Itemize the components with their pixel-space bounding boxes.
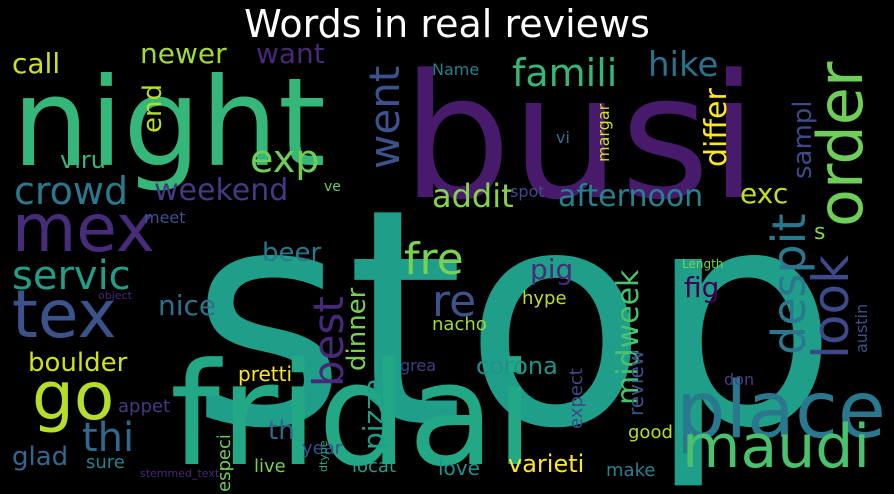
word-go: go	[32, 358, 115, 435]
word-want: want	[256, 37, 325, 70]
word-viru: viru	[60, 146, 106, 174]
word-year: year	[302, 438, 343, 459]
word-good: good	[628, 422, 673, 443]
word-ve: ve	[324, 179, 341, 195]
word-busi: busi	[402, 37, 758, 238]
word-tex: tex	[12, 276, 117, 353]
word-servic: servic	[12, 253, 131, 299]
word-differ: differ	[699, 88, 734, 167]
word-austin: austin	[852, 303, 871, 353]
word-addit: addit	[432, 177, 514, 215]
word-fig: fig	[684, 271, 720, 304]
word-weekend: weekend	[154, 173, 289, 208]
word-hike: hike	[648, 45, 719, 85]
word-exc: exc	[740, 177, 789, 210]
word-afternoon: afternoon	[558, 179, 704, 214]
word-th: th	[268, 416, 295, 446]
word-sampl: sampl	[788, 100, 818, 179]
word-margar: margar	[594, 103, 613, 162]
word-night: night	[12, 52, 326, 194]
word-boulder: boulder	[28, 348, 128, 378]
word-maudi: maudi	[682, 412, 870, 482]
word-live: live	[254, 456, 286, 477]
word-mex: mex	[12, 190, 155, 267]
word-glad: glad	[12, 442, 69, 472]
word-newer: newer	[140, 37, 227, 70]
word-went: went	[360, 65, 409, 169]
word-re: re	[432, 276, 477, 327]
word-pizza: pizza	[357, 377, 390, 450]
word-varieti: varieti	[508, 450, 585, 478]
word-stemmed-text: stemmed_text	[140, 467, 220, 480]
word-crowd: crowd	[14, 169, 129, 213]
word-call: call	[12, 47, 61, 80]
word-spot: spot	[510, 182, 545, 201]
cloud-title: Words in real reviews	[244, 2, 650, 46]
word-grea: grea	[400, 356, 437, 375]
word-end: end	[138, 84, 168, 133]
word-exp: exp	[250, 137, 320, 181]
word-review: review	[624, 349, 648, 416]
word-stop: stop	[190, 145, 838, 494]
word-beer: beer	[262, 238, 322, 268]
word-dinner: dinner	[342, 287, 372, 371]
word-pretti: pretti	[238, 362, 293, 386]
word-love: love	[438, 456, 480, 480]
word-vi: vi	[556, 128, 570, 147]
word-order: order	[804, 61, 877, 227]
word-thi: thi	[82, 415, 135, 461]
word-hype: hype	[522, 288, 567, 309]
word-nacho: nacho	[432, 314, 487, 335]
word-nice: nice	[158, 289, 217, 322]
word-sure: sure	[86, 452, 125, 473]
word-s: s	[814, 220, 826, 245]
word-place: place	[676, 366, 886, 456]
word-object: object	[98, 289, 132, 302]
word-name: Name	[432, 60, 480, 79]
word-meet: meet	[144, 208, 186, 227]
word-appet: appet	[118, 396, 171, 417]
word-length: Length	[682, 257, 724, 271]
word-locat: locat	[352, 456, 396, 477]
word-dtype: dtype	[317, 440, 330, 472]
word-don: don	[724, 370, 755, 389]
word-make: make	[606, 460, 656, 481]
word-fre: fre	[404, 234, 464, 285]
word-corona: corona	[476, 352, 558, 380]
word-fridai: fridai	[170, 333, 535, 494]
word-especi: especi	[214, 434, 235, 492]
word-pig: pig	[530, 253, 574, 286]
word-despit: despit	[762, 213, 816, 355]
word-expect: expect	[566, 368, 587, 429]
word-famili: famili	[512, 51, 618, 95]
